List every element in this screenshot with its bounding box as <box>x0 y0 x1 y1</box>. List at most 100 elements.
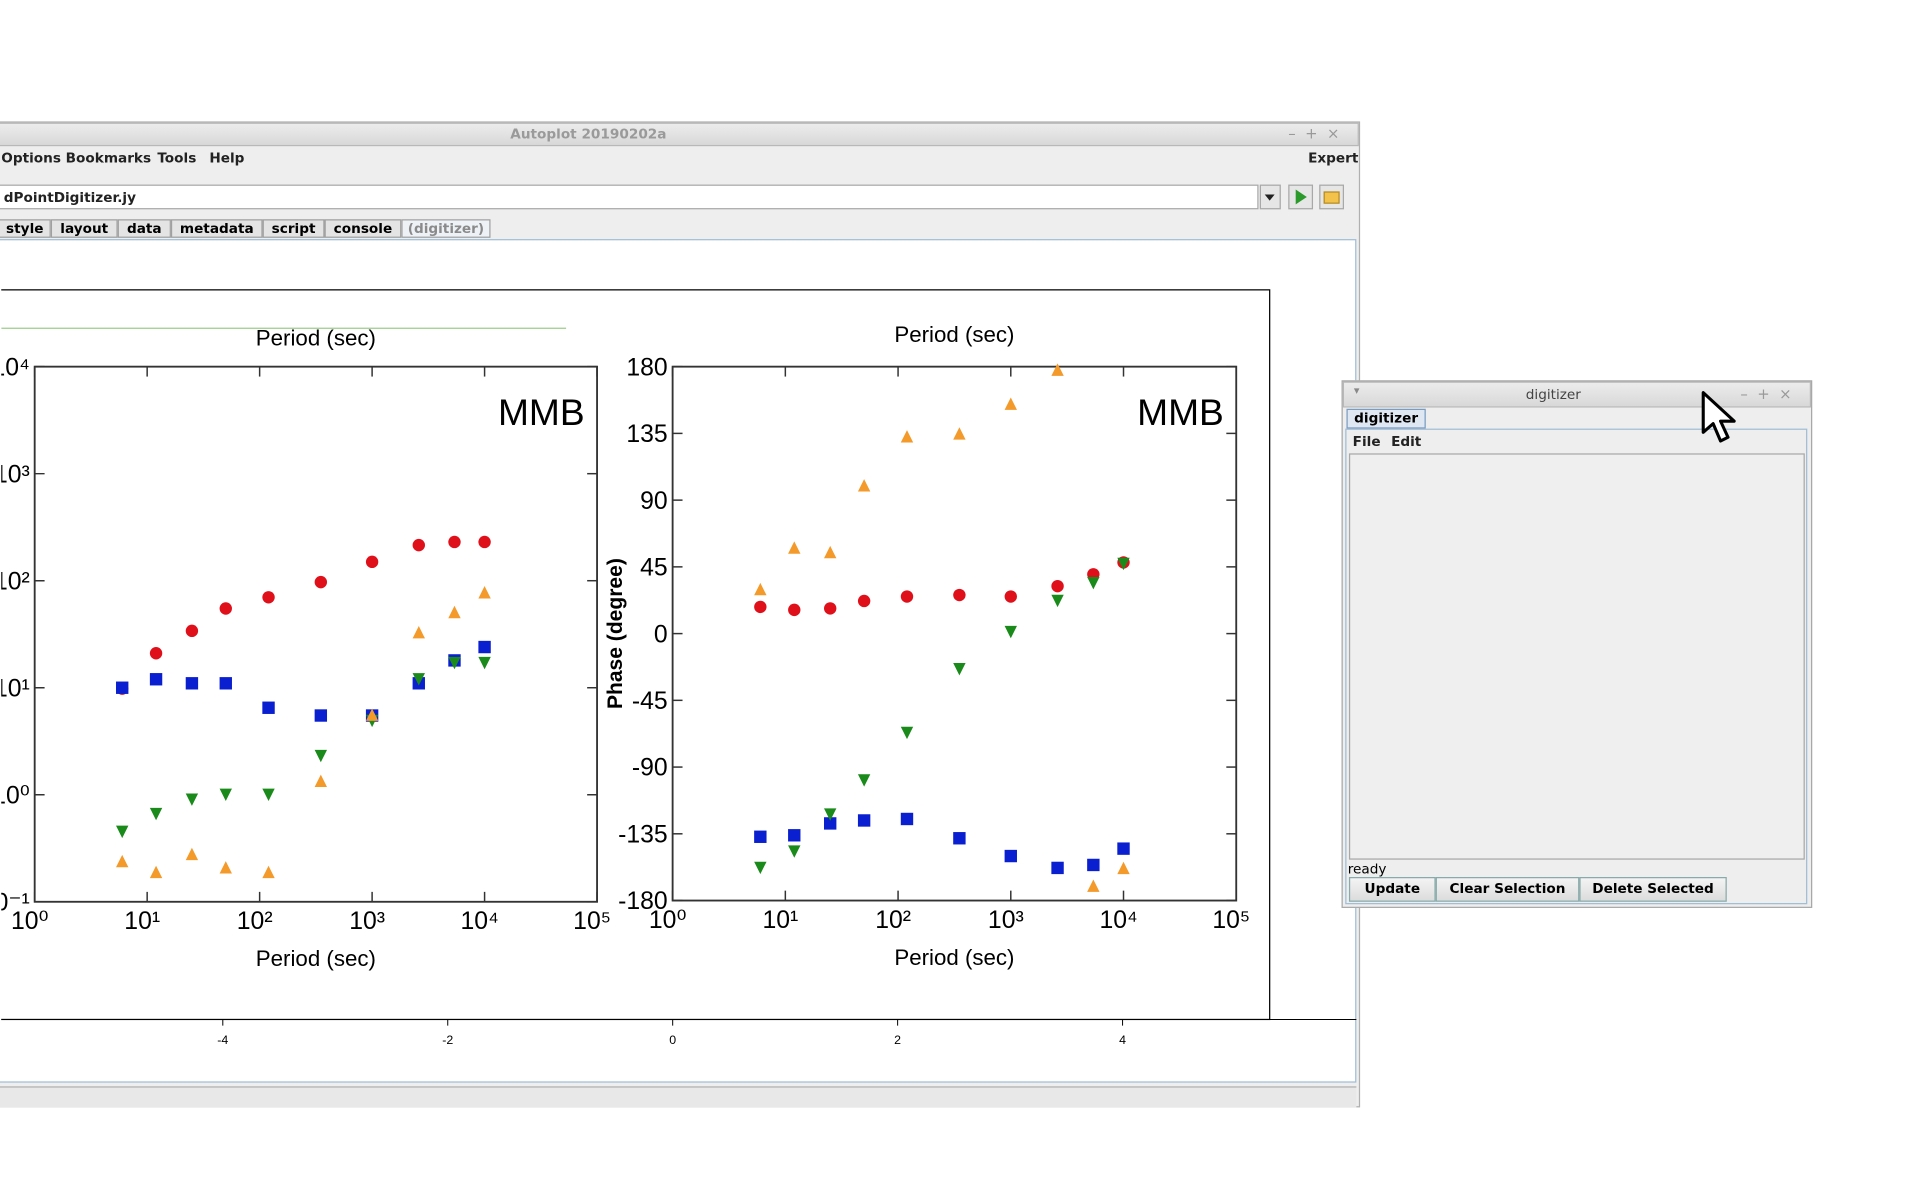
marker <box>754 582 767 596</box>
window-controls[interactable]: – + × <box>1288 125 1340 143</box>
x-tick-label: -4 <box>217 1033 228 1047</box>
tab[interactable]: data <box>117 219 171 238</box>
y-tick-label: 90 <box>640 488 668 515</box>
x-axis-label: Period (sec) <box>256 946 376 971</box>
y-tick-label: -180 <box>618 888 668 915</box>
marker <box>116 681 129 694</box>
marker <box>219 788 232 801</box>
open-button[interactable] <box>1319 184 1345 210</box>
y-tick-label: -135 <box>618 821 668 848</box>
marker <box>1117 861 1130 875</box>
title-bar: ▾ digitizer – + × <box>1342 381 1811 408</box>
menu-item[interactable]: Options <box>1 149 61 166</box>
marker <box>185 793 199 806</box>
annotation: MMB <box>498 391 585 433</box>
delete-selected-button[interactable]: Delete Selected <box>1579 877 1727 902</box>
marker <box>314 749 328 763</box>
marker <box>1117 557 1130 571</box>
title-bar: Autoplot 20190202a – + × <box>0 122 1359 147</box>
tab[interactable]: metadata <box>170 219 263 238</box>
marker <box>448 605 461 619</box>
button-row: Update Clear Selection Delete Selected <box>1348 877 1745 902</box>
digitizer-window: ▾ digitizer – + × digitizer File Edit re… <box>1341 380 1813 908</box>
y-tick-label: 10² <box>1 568 29 595</box>
clear-selection-button[interactable]: Clear Selection <box>1435 877 1580 902</box>
go-button[interactable] <box>1288 184 1314 210</box>
marker <box>185 847 199 861</box>
marker <box>478 586 491 599</box>
tab[interactable]: digitizer <box>1346 408 1426 429</box>
uri-text: dPointDigitizer.jy <box>3 189 136 206</box>
marker <box>262 788 275 801</box>
marker <box>857 814 871 827</box>
marker <box>1117 842 1130 855</box>
y-tick-label: 10⁻¹ <box>1 889 29 916</box>
marker <box>314 774 328 788</box>
window-title: Autoplot 20190202a <box>510 126 667 143</box>
marker <box>116 825 129 839</box>
marker <box>953 427 966 440</box>
marker <box>219 861 232 874</box>
marker <box>788 541 801 554</box>
tab[interactable]: (digitizer) <box>401 219 491 238</box>
menu-item[interactable]: Help <box>209 149 245 166</box>
marker <box>1051 861 1064 875</box>
marker <box>478 640 491 654</box>
x-tick-label: 10⁴ <box>461 908 499 935</box>
marker <box>1051 579 1064 593</box>
marker <box>788 603 801 617</box>
x-axis-label: Period (sec) <box>894 945 1014 970</box>
marker <box>824 808 837 821</box>
menu-item[interactable]: Edit <box>1391 433 1422 450</box>
marker <box>857 479 871 492</box>
window-menu[interactable]: ▾ <box>1353 385 1360 398</box>
tab[interactable]: script <box>262 219 325 238</box>
y-tick-label: 135 <box>626 421 667 448</box>
menu-item[interactable]: Tools <box>157 149 197 166</box>
marker <box>1087 879 1100 892</box>
y-tick-label: 10³ <box>1 461 29 488</box>
marker <box>219 602 232 615</box>
window-controls[interactable]: – + × <box>1740 385 1792 403</box>
mouse-cursor <box>1701 391 1736 443</box>
x-tick-label: 10⁵ <box>573 908 611 935</box>
marker <box>448 535 461 549</box>
marker <box>900 726 914 740</box>
marker <box>448 656 461 670</box>
x-tick-label: 10¹ <box>124 908 160 935</box>
marker <box>314 575 328 589</box>
y-tick-label: -90 <box>632 755 668 782</box>
menu-item[interactable]: Bookmarks <box>65 149 152 166</box>
marker <box>900 812 914 826</box>
tab[interactable]: console <box>324 219 402 238</box>
marker <box>1004 625 1017 639</box>
marker <box>219 677 232 690</box>
marker <box>824 602 837 615</box>
status-bar <box>0 1086 1357 1108</box>
marker <box>754 830 767 843</box>
x-tick-label: 10³ <box>988 907 1024 934</box>
update-button[interactable]: Update <box>1348 877 1436 902</box>
y-tick-label: 0 <box>654 621 668 648</box>
marker <box>149 647 163 660</box>
marker <box>149 865 163 879</box>
marker <box>412 538 425 552</box>
marker <box>1004 849 1017 863</box>
uri-field[interactable]: dPointDigitizer.jy <box>0 184 1259 210</box>
marker <box>149 807 163 821</box>
uri-dropdown[interactable] <box>1259 184 1281 210</box>
menu-item[interactable]: File <box>1352 433 1381 450</box>
tab[interactable]: layout <box>50 219 118 238</box>
y-tick-label: 10⁰ <box>1 782 30 809</box>
tab[interactable]: style <box>0 219 51 238</box>
marker <box>412 626 425 639</box>
x-tick-label: 10¹ <box>762 907 798 934</box>
y-tick-label: 10⁴ <box>1 354 29 381</box>
canvas: -4-202410⁰10¹10²10³10⁴10⁵10⁻¹10⁰10¹10²10… <box>1 289 1357 1047</box>
marker <box>412 673 425 686</box>
expert-toggle[interactable]: Expert <box>1308 149 1359 166</box>
marker <box>788 829 801 842</box>
go-icon <box>1295 189 1307 205</box>
panel-title: Period (sec) <box>256 326 376 351</box>
